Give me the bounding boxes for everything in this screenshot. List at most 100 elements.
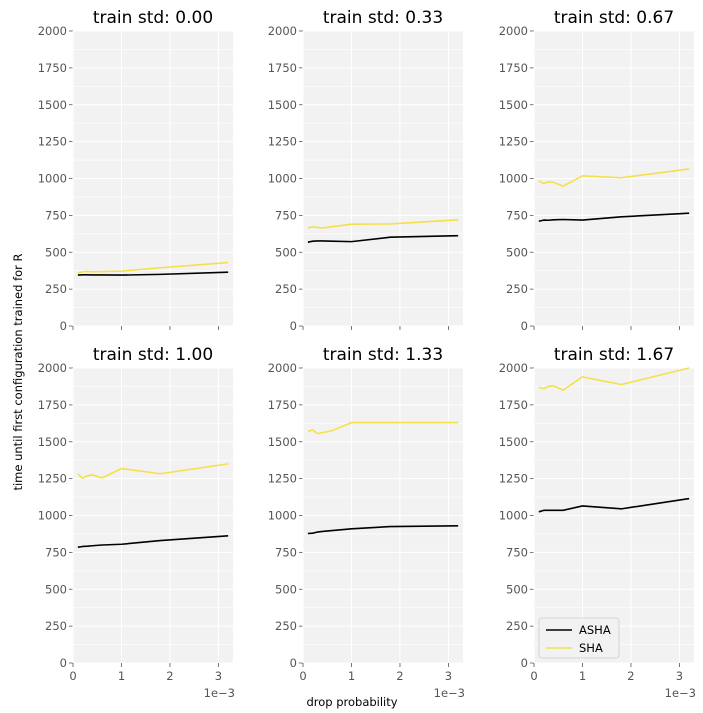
y-tick-label: 1000 — [38, 509, 67, 523]
series-line-asha — [538, 497, 690, 513]
y-tick-label: 1750 — [499, 398, 528, 412]
y-tick-label: 250 — [45, 282, 67, 296]
x-offset-text-left: 1e−3 — [204, 686, 235, 700]
y-tick-label: 1750 — [38, 398, 67, 412]
panel-title: train std: 0.33 — [323, 8, 443, 28]
panel-3: 0 250 500 750 1000 1250 1500 1750 2000 0 1 2 3 train … — [38, 345, 233, 683]
y-tick-label: 250 — [275, 619, 297, 633]
series-line-sha — [307, 219, 459, 229]
y-tick-label: 250 — [506, 282, 528, 296]
y-tick-label: 500 — [506, 582, 528, 596]
y-tick-label: 1750 — [38, 61, 67, 75]
y-tick-label: 0 — [290, 319, 297, 333]
y-tick-label: 0 — [60, 656, 67, 670]
y-tick-label: 1750 — [499, 61, 528, 75]
series-line-asha — [77, 535, 229, 549]
y-tick-label: 2000 — [268, 24, 297, 38]
y-tick-label: 1250 — [268, 135, 297, 149]
series-line-sha — [538, 367, 690, 391]
panel-title: train std: 1.00 — [93, 345, 213, 365]
panel-title: train std: 0.67 — [554, 8, 674, 28]
y-tick-label: 1000 — [268, 172, 297, 186]
series-line-sha — [77, 261, 229, 274]
x-tick-label: 1 — [579, 669, 586, 683]
y-tick-label: 500 — [45, 582, 67, 596]
y-tick-label: 0 — [290, 656, 297, 670]
y-tick-label: 0 — [60, 319, 67, 333]
y-tick-label: 750 — [506, 545, 528, 559]
y-tick-label: 1750 — [268, 61, 297, 75]
y-tick-label: 1250 — [499, 472, 528, 486]
panel-title: train std: 1.33 — [323, 345, 443, 365]
y-tick-label: 1250 — [499, 135, 528, 149]
y-tick-label: 2000 — [38, 361, 67, 375]
x-tick-label: 2 — [627, 669, 634, 683]
y-tick-label: 1500 — [38, 435, 67, 449]
y-tick-label: 750 — [275, 545, 297, 559]
y-tick-label: 250 — [45, 619, 67, 633]
series-line-sha — [307, 421, 459, 435]
x-tick-label: 1 — [118, 669, 125, 683]
y-tick-label: 750 — [506, 208, 528, 222]
series-line-asha — [538, 212, 690, 223]
panel-1: 0 250 500 750 1000 1250 1500 1750 2000 train std:… — [268, 8, 463, 333]
x-tick-label: 0 — [299, 669, 306, 683]
y-axis-label: time until first configuration trained f… — [11, 253, 25, 490]
y-tick-label: 1000 — [38, 172, 67, 186]
x-tick-label: 1 — [348, 669, 355, 683]
series-line-sha — [77, 463, 229, 480]
panel-4: 0 250 500 750 1000 1250 1500 1750 2000 0 1 2 3 train … — [268, 345, 463, 683]
y-tick-label: 2000 — [499, 361, 528, 375]
panel-2: 0 250 500 750 1000 1250 1500 1750 2000 train std:… — [499, 8, 694, 333]
y-tick-label: 250 — [275, 282, 297, 296]
panel-5: 0 250 500 750 1000 1250 1500 1750 2000 0 1 2 3 train … — [499, 345, 694, 683]
y-tick-label: 750 — [45, 545, 67, 559]
series-line-asha — [307, 234, 459, 244]
x-tick-label: 0 — [530, 669, 537, 683]
y-tick-label: 2000 — [38, 24, 67, 38]
y-tick-label: 1500 — [38, 98, 67, 112]
x-offset-text-middle: 1e−3 — [434, 686, 465, 700]
x-axis-label: drop probability — [306, 695, 397, 709]
legend: ASHA SHA — [538, 617, 620, 659]
y-tick-label: 500 — [506, 245, 528, 259]
y-tick-label: 250 — [506, 619, 528, 633]
y-tick-label: 500 — [275, 582, 297, 596]
y-tick-label: 1250 — [38, 135, 67, 149]
y-tick-label: 0 — [521, 319, 528, 333]
y-tick-label: 1000 — [499, 509, 528, 523]
y-tick-label: 1750 — [268, 398, 297, 412]
panel-0: 0 250 500 750 1000 1250 1500 1750 2000 train std:… — [38, 8, 233, 333]
y-tick-label: 500 — [275, 245, 297, 259]
x-offset-text-right: 1e−3 — [665, 686, 696, 700]
y-tick-label: 2000 — [499, 24, 528, 38]
y-tick-label: 1250 — [268, 472, 297, 486]
series-line-asha — [307, 525, 459, 535]
x-tick-label: 3 — [215, 669, 222, 683]
y-tick-label: 0 — [521, 656, 528, 670]
y-tick-label: 750 — [275, 208, 297, 222]
y-tick-label: 1500 — [499, 98, 528, 112]
y-tick-label: 1500 — [499, 435, 528, 449]
y-tick-label: 1250 — [38, 472, 67, 486]
x-tick-label: 2 — [166, 669, 173, 683]
x-tick-label: 3 — [676, 669, 683, 683]
y-tick-label: 2000 — [268, 361, 297, 375]
x-tick-label: 2 — [396, 669, 403, 683]
panel-title: train std: 0.00 — [93, 8, 213, 28]
x-tick-label: 0 — [69, 669, 76, 683]
legend-label-sha: SHA — [579, 641, 603, 655]
y-tick-label: 750 — [45, 208, 67, 222]
y-tick-label: 1500 — [268, 98, 297, 112]
legend-label-asha: ASHA — [579, 623, 611, 637]
series-line-sha — [538, 168, 690, 187]
y-tick-label: 1000 — [499, 172, 528, 186]
y-tick-label: 1500 — [268, 435, 297, 449]
y-tick-label: 1000 — [268, 509, 297, 523]
x-tick-label: 3 — [445, 669, 452, 683]
panel-title: train std: 1.67 — [554, 345, 674, 365]
series-line-asha — [77, 271, 229, 276]
y-tick-label: 500 — [45, 245, 67, 259]
